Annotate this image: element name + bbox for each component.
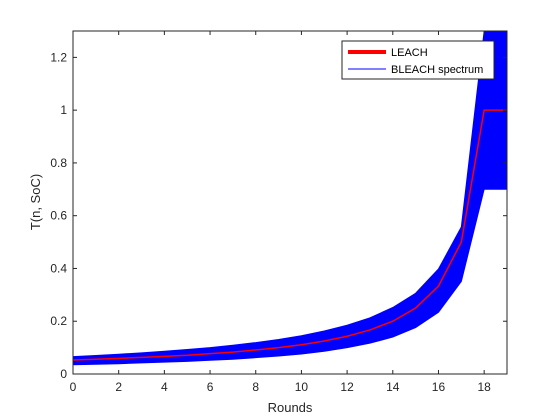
x-tick-label: 10: [295, 380, 309, 394]
x-tick-label: 6: [207, 380, 214, 394]
legend-label-leach: LEACH: [391, 47, 428, 59]
legend-box: [341, 40, 495, 80]
legend-label-bleach: BLEACH spectrum: [391, 64, 483, 76]
y-tick-label: 0.8: [50, 156, 67, 170]
x-tick-label: 12: [340, 380, 354, 394]
axes-layer: [72, 30, 508, 375]
y-tick-label: 1: [60, 103, 67, 117]
y-tick-label: 1.2: [50, 50, 67, 64]
x-tick-label: 18: [477, 380, 491, 394]
x-tick-label: 2: [115, 380, 122, 394]
leach-line: [72, 109, 507, 361]
axes-box: [72, 30, 508, 375]
x-axis-label: Rounds: [268, 400, 313, 415]
x-tick-label: 8: [252, 380, 259, 394]
plot-area: [73, 31, 507, 374]
y-tick-label: 0.2: [50, 314, 67, 328]
x-tick-label: 4: [161, 380, 168, 394]
y-tick-label: 0: [60, 367, 67, 381]
legend: LEACH BLEACH spectrum: [341, 40, 495, 80]
y-tick-label: 0.6: [50, 209, 67, 223]
ticks-layer: 0 2 4 6 8 10 12 14 16 18 0 0.2 0.4 0.6 0.8 1 1.2: [50, 31, 507, 394]
x-tick-label: 14: [386, 380, 400, 394]
y-tick-label: 0.4: [50, 261, 67, 275]
x-tick-label: 0: [70, 380, 77, 394]
y-axis-label: T(n, SoC): [28, 174, 43, 230]
x-tick-label: 16: [432, 380, 446, 394]
